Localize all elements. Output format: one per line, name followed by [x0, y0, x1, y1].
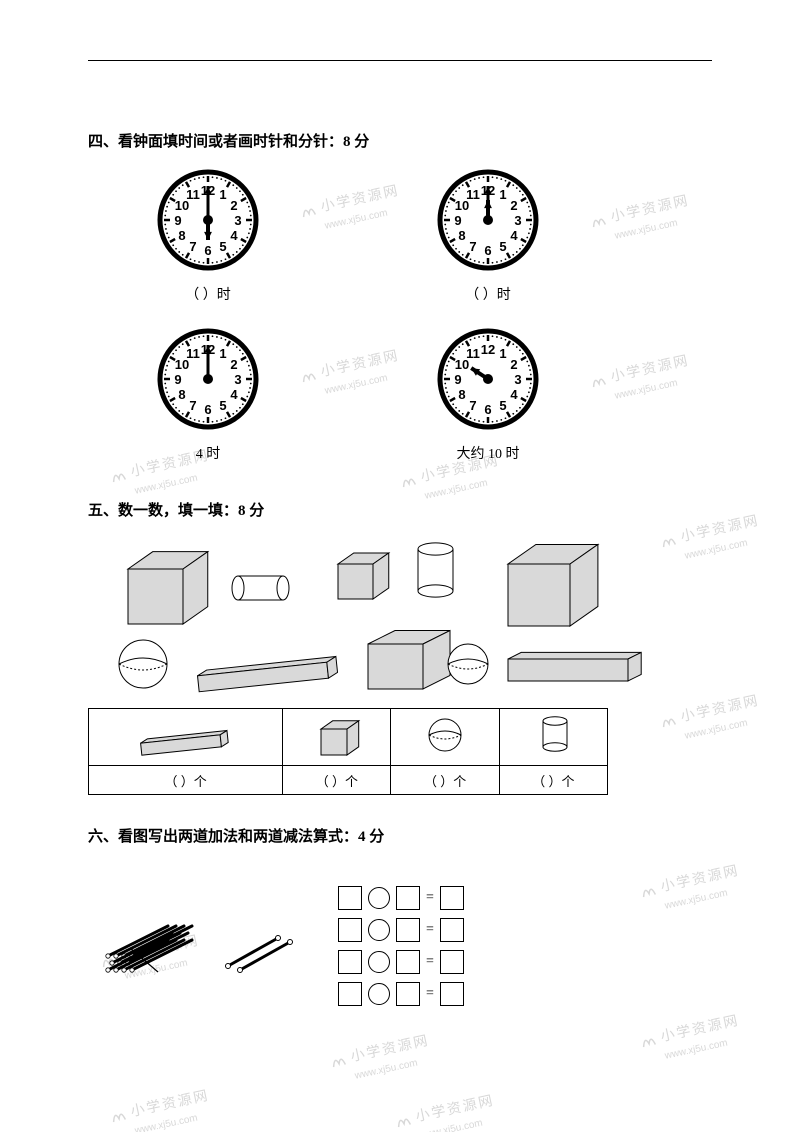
- svg-text:4: 4: [230, 228, 238, 243]
- svg-text:8: 8: [178, 387, 185, 402]
- svg-text:5: 5: [499, 239, 506, 254]
- equals-sign: =: [426, 986, 434, 1002]
- svg-text:1: 1: [219, 346, 226, 361]
- svg-text:7: 7: [469, 239, 476, 254]
- equation-line: =: [338, 886, 464, 910]
- col-sphere-answer: （ ）个: [391, 766, 499, 795]
- eq-op-circle: [368, 887, 390, 909]
- sticks-illustration: [88, 896, 298, 996]
- content-area: 四、看钟面填时间或者画时针和分针：8 分 123456789101112 （ ）…: [88, 130, 712, 1006]
- shapes-illustration: [88, 534, 712, 704]
- section6-heading: 六、看图写出两道加法和两道减法算式：4 分: [88, 825, 712, 846]
- clock-4-label: 大约 10 时: [368, 443, 608, 463]
- col-cylinder-answer: （ ）个: [499, 766, 607, 795]
- svg-text:7: 7: [189, 398, 196, 413]
- svg-text:9: 9: [454, 213, 461, 228]
- svg-text:1: 1: [499, 187, 506, 202]
- col-cuboid-answer: （ ）个: [89, 766, 283, 795]
- svg-text:2: 2: [510, 357, 517, 372]
- watermark: 小学资源网www.xj5u.com: [637, 1010, 745, 1068]
- svg-text:3: 3: [514, 213, 521, 228]
- svg-text:5: 5: [219, 239, 226, 254]
- shape-count-table: （ ）个 （ ）个 （ ）个 （ ）个: [88, 708, 608, 795]
- svg-text:7: 7: [189, 239, 196, 254]
- top-rule: [88, 60, 712, 61]
- eq-box: [338, 982, 362, 1006]
- col-cube-icon: [283, 709, 391, 766]
- svg-text:9: 9: [454, 372, 461, 387]
- svg-text:1: 1: [499, 346, 506, 361]
- clock-grid: 123456789101112 （ ）时 123456789101112 （ ）…: [88, 165, 608, 475]
- svg-text:9: 9: [174, 372, 181, 387]
- svg-text:4: 4: [230, 387, 238, 402]
- eq-box: [440, 950, 464, 974]
- svg-text:2: 2: [230, 198, 237, 213]
- svg-text:5: 5: [499, 398, 506, 413]
- clock-2-label: （ ）时: [368, 284, 608, 304]
- svg-text:3: 3: [234, 213, 241, 228]
- svg-text:9: 9: [174, 213, 181, 228]
- equation-line: =: [338, 982, 464, 1006]
- eq-box: [338, 918, 362, 942]
- svg-text:3: 3: [234, 372, 241, 387]
- svg-text:12: 12: [481, 342, 495, 357]
- svg-text:8: 8: [178, 228, 185, 243]
- watermark: 小学资源网www.xj5u.com: [327, 1030, 435, 1088]
- clock-3-label: 4 时: [88, 443, 328, 463]
- eq-box: [338, 950, 362, 974]
- equals-sign: =: [426, 890, 434, 906]
- svg-text:2: 2: [510, 198, 517, 213]
- clock-2: 123456789101112 （ ）时: [368, 165, 608, 316]
- svg-text:1: 1: [219, 187, 226, 202]
- eq-box: [396, 982, 420, 1006]
- equals-sign: =: [426, 954, 434, 970]
- svg-text:11: 11: [466, 346, 480, 361]
- svg-text:8: 8: [458, 387, 465, 402]
- watermark: 小学资源网www.xj5u.com: [392, 1090, 500, 1132]
- svg-text:6: 6: [204, 402, 211, 417]
- svg-text:11: 11: [186, 346, 200, 361]
- watermark: 小学资源网www.xj5u.com: [107, 1085, 215, 1132]
- col-cube-answer: （ ）个: [283, 766, 391, 795]
- svg-text:8: 8: [458, 228, 465, 243]
- equation-line: =: [338, 950, 464, 974]
- eq-box: [338, 886, 362, 910]
- equals-sign: =: [426, 922, 434, 938]
- clock-4: 123456789101112 大约 10 时: [368, 324, 608, 475]
- svg-text:4: 4: [510, 387, 518, 402]
- svg-text:4: 4: [510, 228, 518, 243]
- svg-text:2: 2: [230, 357, 237, 372]
- eq-op-circle: [368, 919, 390, 941]
- svg-text:7: 7: [469, 398, 476, 413]
- col-cuboid-icon: [89, 709, 283, 766]
- clock-1-label: （ ）时: [88, 284, 328, 304]
- eq-box: [440, 918, 464, 942]
- svg-text:6: 6: [484, 243, 491, 258]
- page: 小学资源网www.xj5u.com小学资源网www.xj5u.com小学资源网w…: [0, 0, 800, 1132]
- svg-text:6: 6: [484, 402, 491, 417]
- eq-op-circle: [368, 983, 390, 1005]
- col-cylinder-icon: [499, 709, 607, 766]
- equation-stack: = = = =: [338, 886, 464, 1006]
- eq-box: [440, 886, 464, 910]
- svg-text:6: 6: [204, 243, 211, 258]
- svg-text:5: 5: [219, 398, 226, 413]
- eq-box: [396, 886, 420, 910]
- clock-3: 123456789101112 4 时: [88, 324, 328, 475]
- svg-text:11: 11: [186, 187, 200, 202]
- eq-box: [396, 950, 420, 974]
- clock-1: 123456789101112 （ ）时: [88, 165, 328, 316]
- eq-op-circle: [368, 951, 390, 973]
- svg-text:11: 11: [466, 187, 480, 202]
- eq-box: [396, 918, 420, 942]
- eq-box: [440, 982, 464, 1006]
- svg-text:3: 3: [514, 372, 521, 387]
- section5-heading: 五、数一数，填一填：8 分: [88, 499, 712, 520]
- section4-heading: 四、看钟面填时间或者画时针和分针：8 分: [88, 130, 712, 151]
- col-sphere-icon: [391, 709, 499, 766]
- equation-line: =: [338, 918, 464, 942]
